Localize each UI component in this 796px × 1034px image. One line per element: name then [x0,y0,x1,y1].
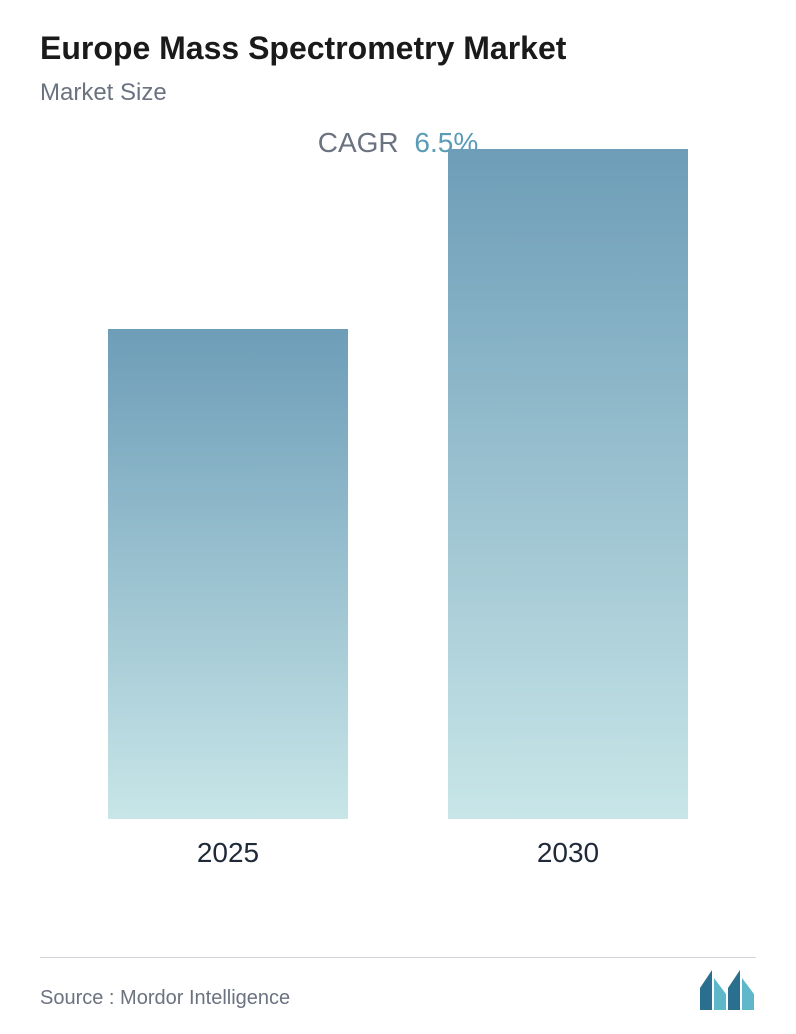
chart-footer: Source : Mordor Intelligence [40,957,756,1010]
bar-chart: 2025 2030 [40,199,756,879]
source-label: Source : [40,987,114,1009]
bar-group: 2030 [448,149,688,869]
chart-subtitle: Market Size [40,79,756,107]
bar [108,329,348,819]
chart-title: Europe Mass Spectrometry Market [40,30,756,67]
source-text: Source : Mordor Intelligence [40,987,290,1010]
bar-group: 2025 [108,329,348,869]
mordor-logo-icon [700,970,756,1010]
bar-label: 2030 [537,837,599,869]
bar [448,149,688,819]
bar-label: 2025 [197,837,259,869]
source-name: Mordor Intelligence [120,987,290,1009]
cagr-label: CAGR [318,127,399,158]
